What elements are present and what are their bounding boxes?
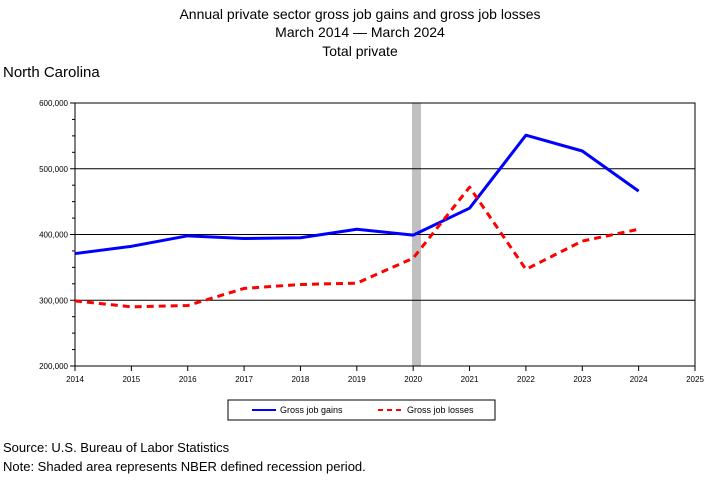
x-tick-label: 2016 [179, 375, 197, 384]
x-tick-label: 2025 [686, 375, 704, 384]
x-tick-label: 2015 [122, 375, 140, 384]
series-line-gross-job-losses [74, 185, 639, 309]
legend-box [227, 399, 496, 421]
series-line-gross-job-gains [74, 133, 640, 256]
x-tick-label: 2021 [461, 375, 479, 384]
chart-title-line-3: Total private [322, 43, 398, 59]
chart-title-line-1: Annual private sector gross job gains an… [179, 6, 541, 22]
x-tick-label: 2020 [404, 375, 422, 384]
y-tick-label: 400,000 [39, 231, 68, 240]
x-tick-label: 2023 [573, 375, 591, 384]
x-tick-label: 2017 [235, 375, 253, 384]
legend-label-gross-job-losses: Gross job losses [407, 405, 474, 415]
x-tick-label: 2022 [517, 375, 535, 384]
x-tick-label: 2014 [66, 375, 84, 384]
chart-title-line-2: March 2014 — March 2024 [275, 24, 445, 40]
y-tick-label: 600,000 [39, 99, 68, 108]
x-tick-label: 2018 [292, 375, 310, 384]
recession-note: Note: Shaded area represents NBER define… [3, 459, 366, 474]
legend: Gross job gains Gross job losses [227, 399, 496, 421]
legend-label-gross-job-gains: Gross job gains [280, 405, 343, 415]
source-note: Source: U.S. Bureau of Labor Statistics [3, 440, 230, 455]
y-tick-label: 500,000 [39, 165, 68, 174]
region-label: North Carolina [3, 64, 100, 81]
x-tick-label: 2019 [348, 375, 366, 384]
x-tick-label: 2024 [630, 375, 648, 384]
y-tick-label: 300,000 [39, 296, 68, 305]
y-tick-label: 200,000 [39, 362, 68, 371]
